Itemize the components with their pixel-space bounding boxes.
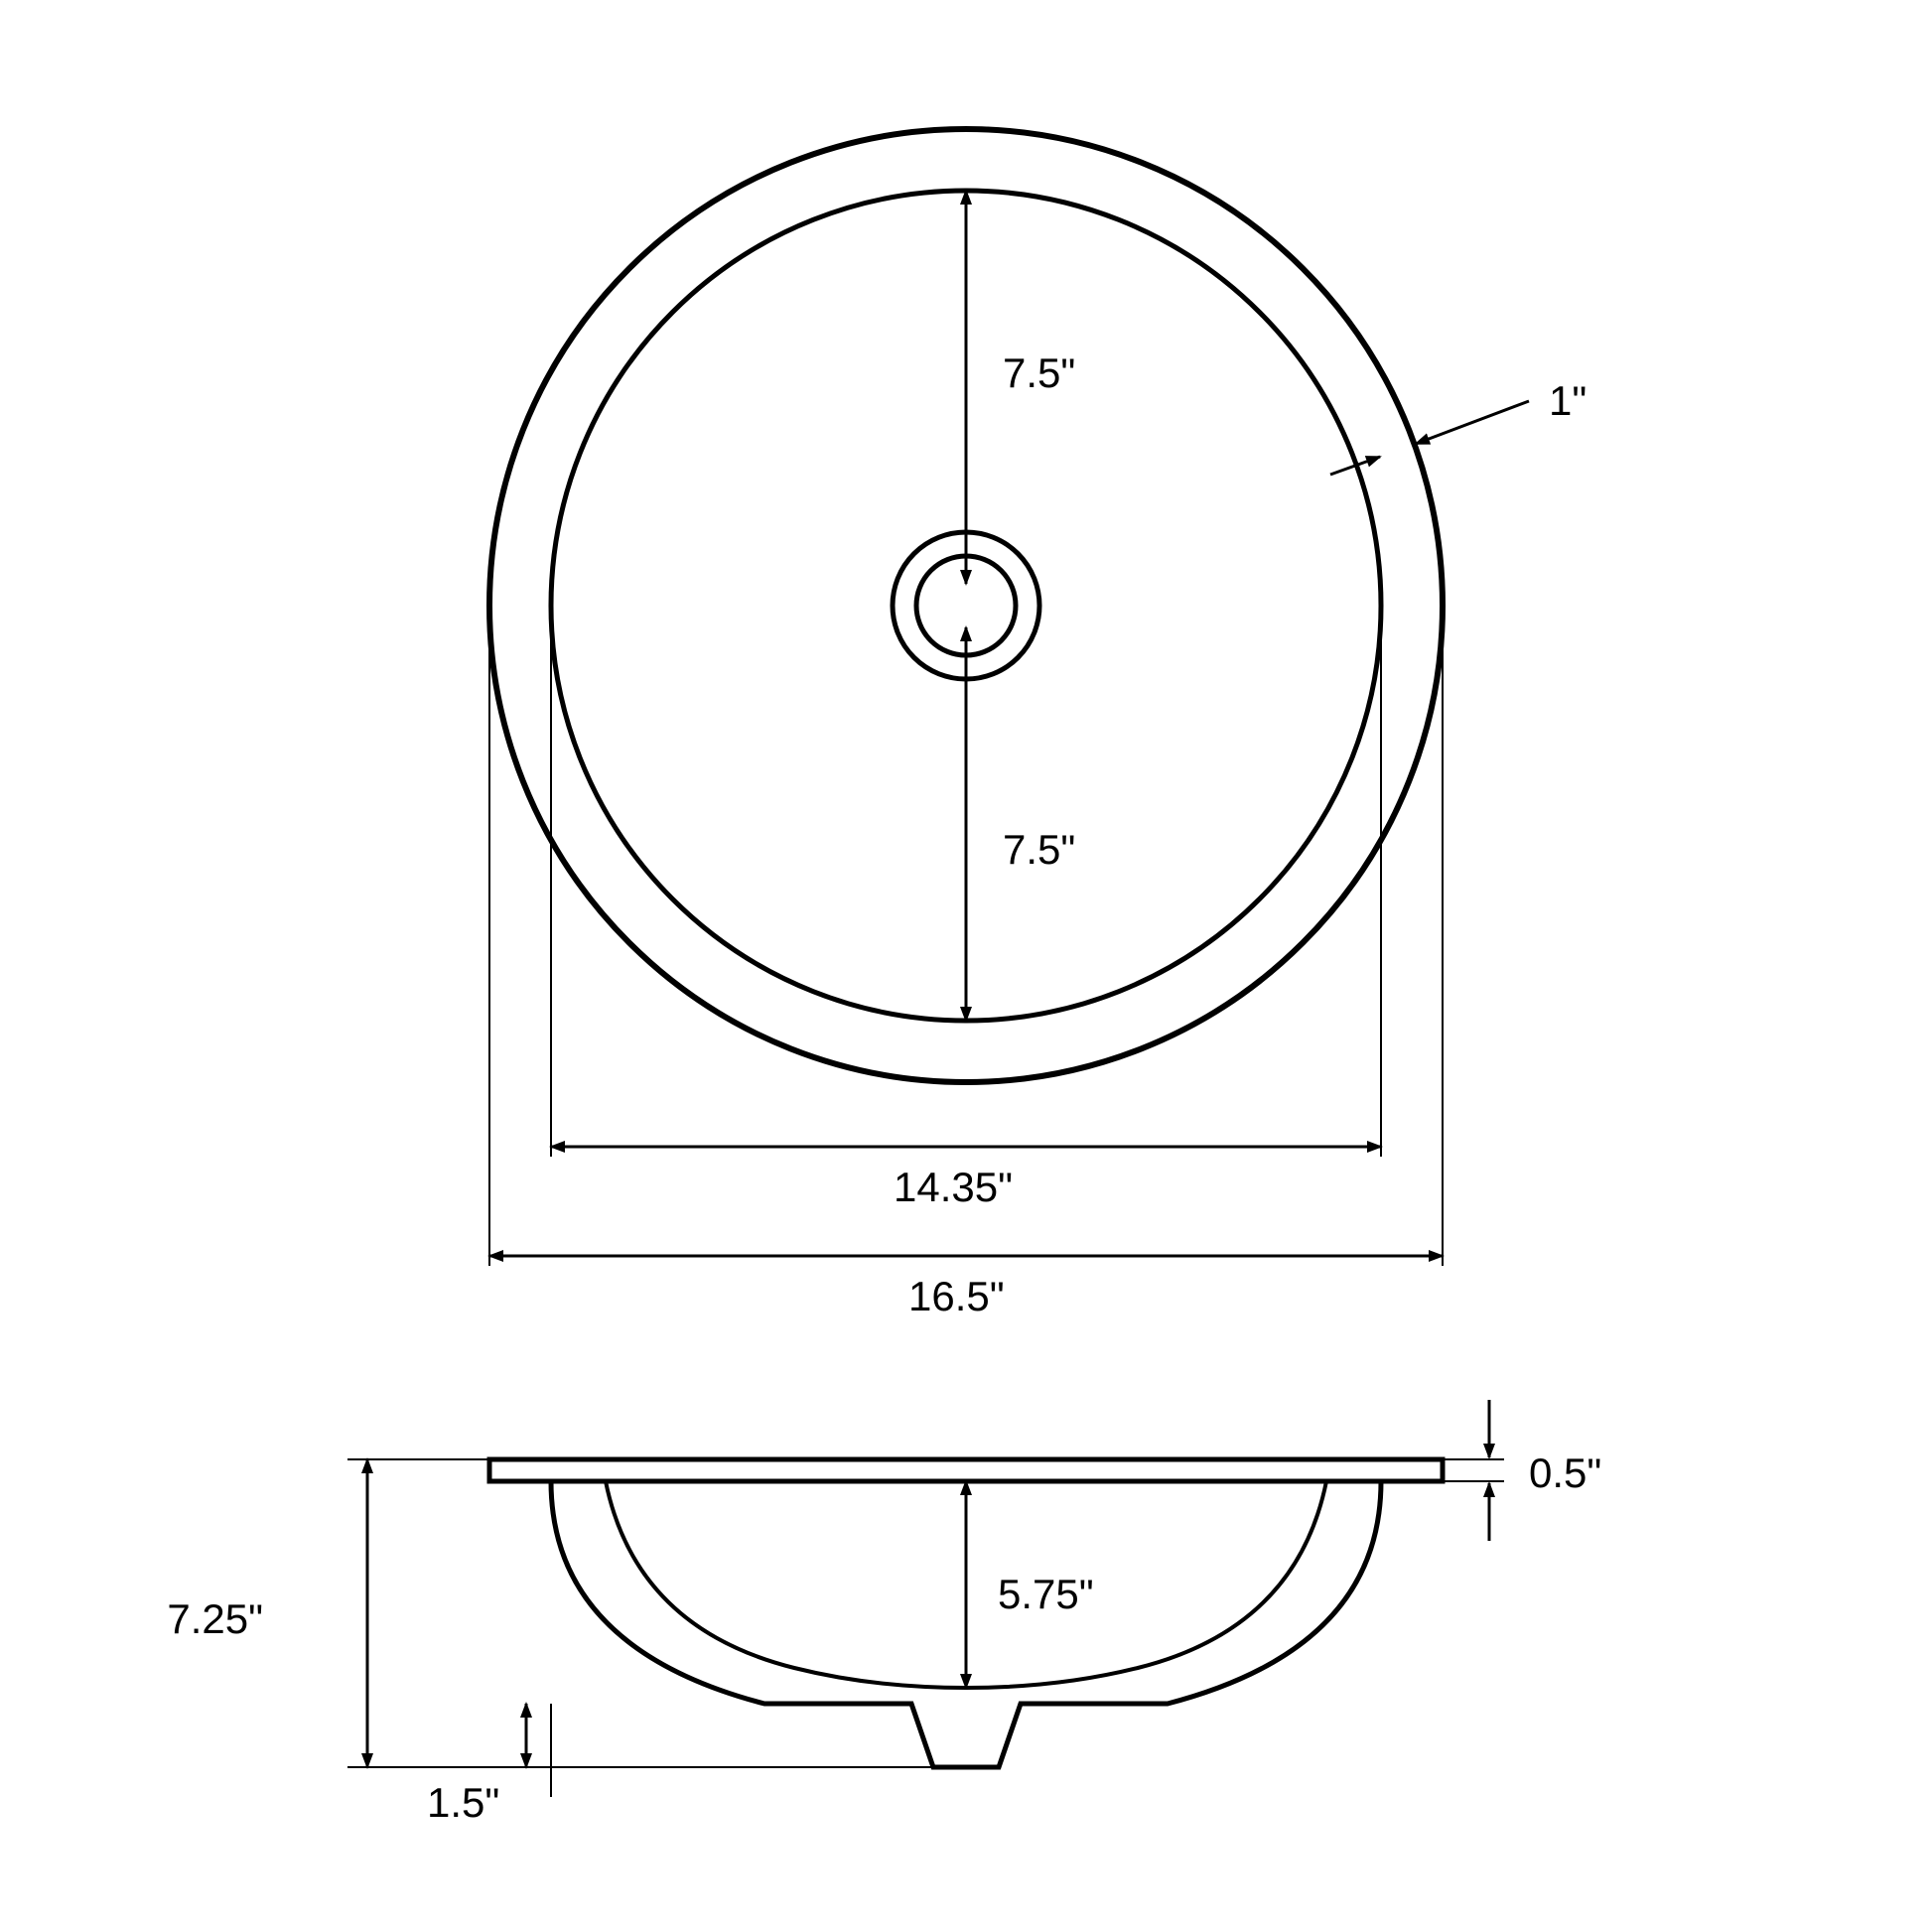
inner-diameter-label: 14.35" [894, 1164, 1013, 1210]
radius-upper-label: 7.5" [1003, 349, 1075, 396]
overall-height-label: 7.25" [167, 1595, 263, 1642]
bowl-depth-label: 5.75" [998, 1571, 1094, 1617]
drain-height-label: 1.5" [427, 1779, 499, 1826]
radius-lower-label: 7.5" [1003, 826, 1075, 873]
dimension-drawing: 7.5" 7.5" 1" 14.35" 16.5" 0.5 [0, 0, 1932, 1932]
rim-arrow-right [1416, 401, 1529, 444]
rim-thickness-label: 0.5" [1529, 1449, 1601, 1496]
rim-width-label: 1" [1549, 377, 1587, 424]
drawing-svg: 7.5" 7.5" 1" 14.35" 16.5" 0.5 [0, 0, 1932, 1932]
side-view: 0.5" 7.25" 5.75" 1.5" [167, 1400, 1601, 1826]
top-view: 7.5" 7.5" 1" 14.35" 16.5" [489, 129, 1587, 1319]
outer-diameter-label: 16.5" [908, 1273, 1005, 1319]
rim-rect [489, 1459, 1443, 1481]
